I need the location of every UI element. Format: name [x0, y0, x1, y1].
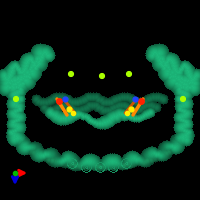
Circle shape — [181, 97, 185, 101]
Circle shape — [100, 74, 104, 78]
Circle shape — [127, 72, 131, 76]
Circle shape — [14, 97, 18, 101]
Circle shape — [69, 72, 73, 76]
